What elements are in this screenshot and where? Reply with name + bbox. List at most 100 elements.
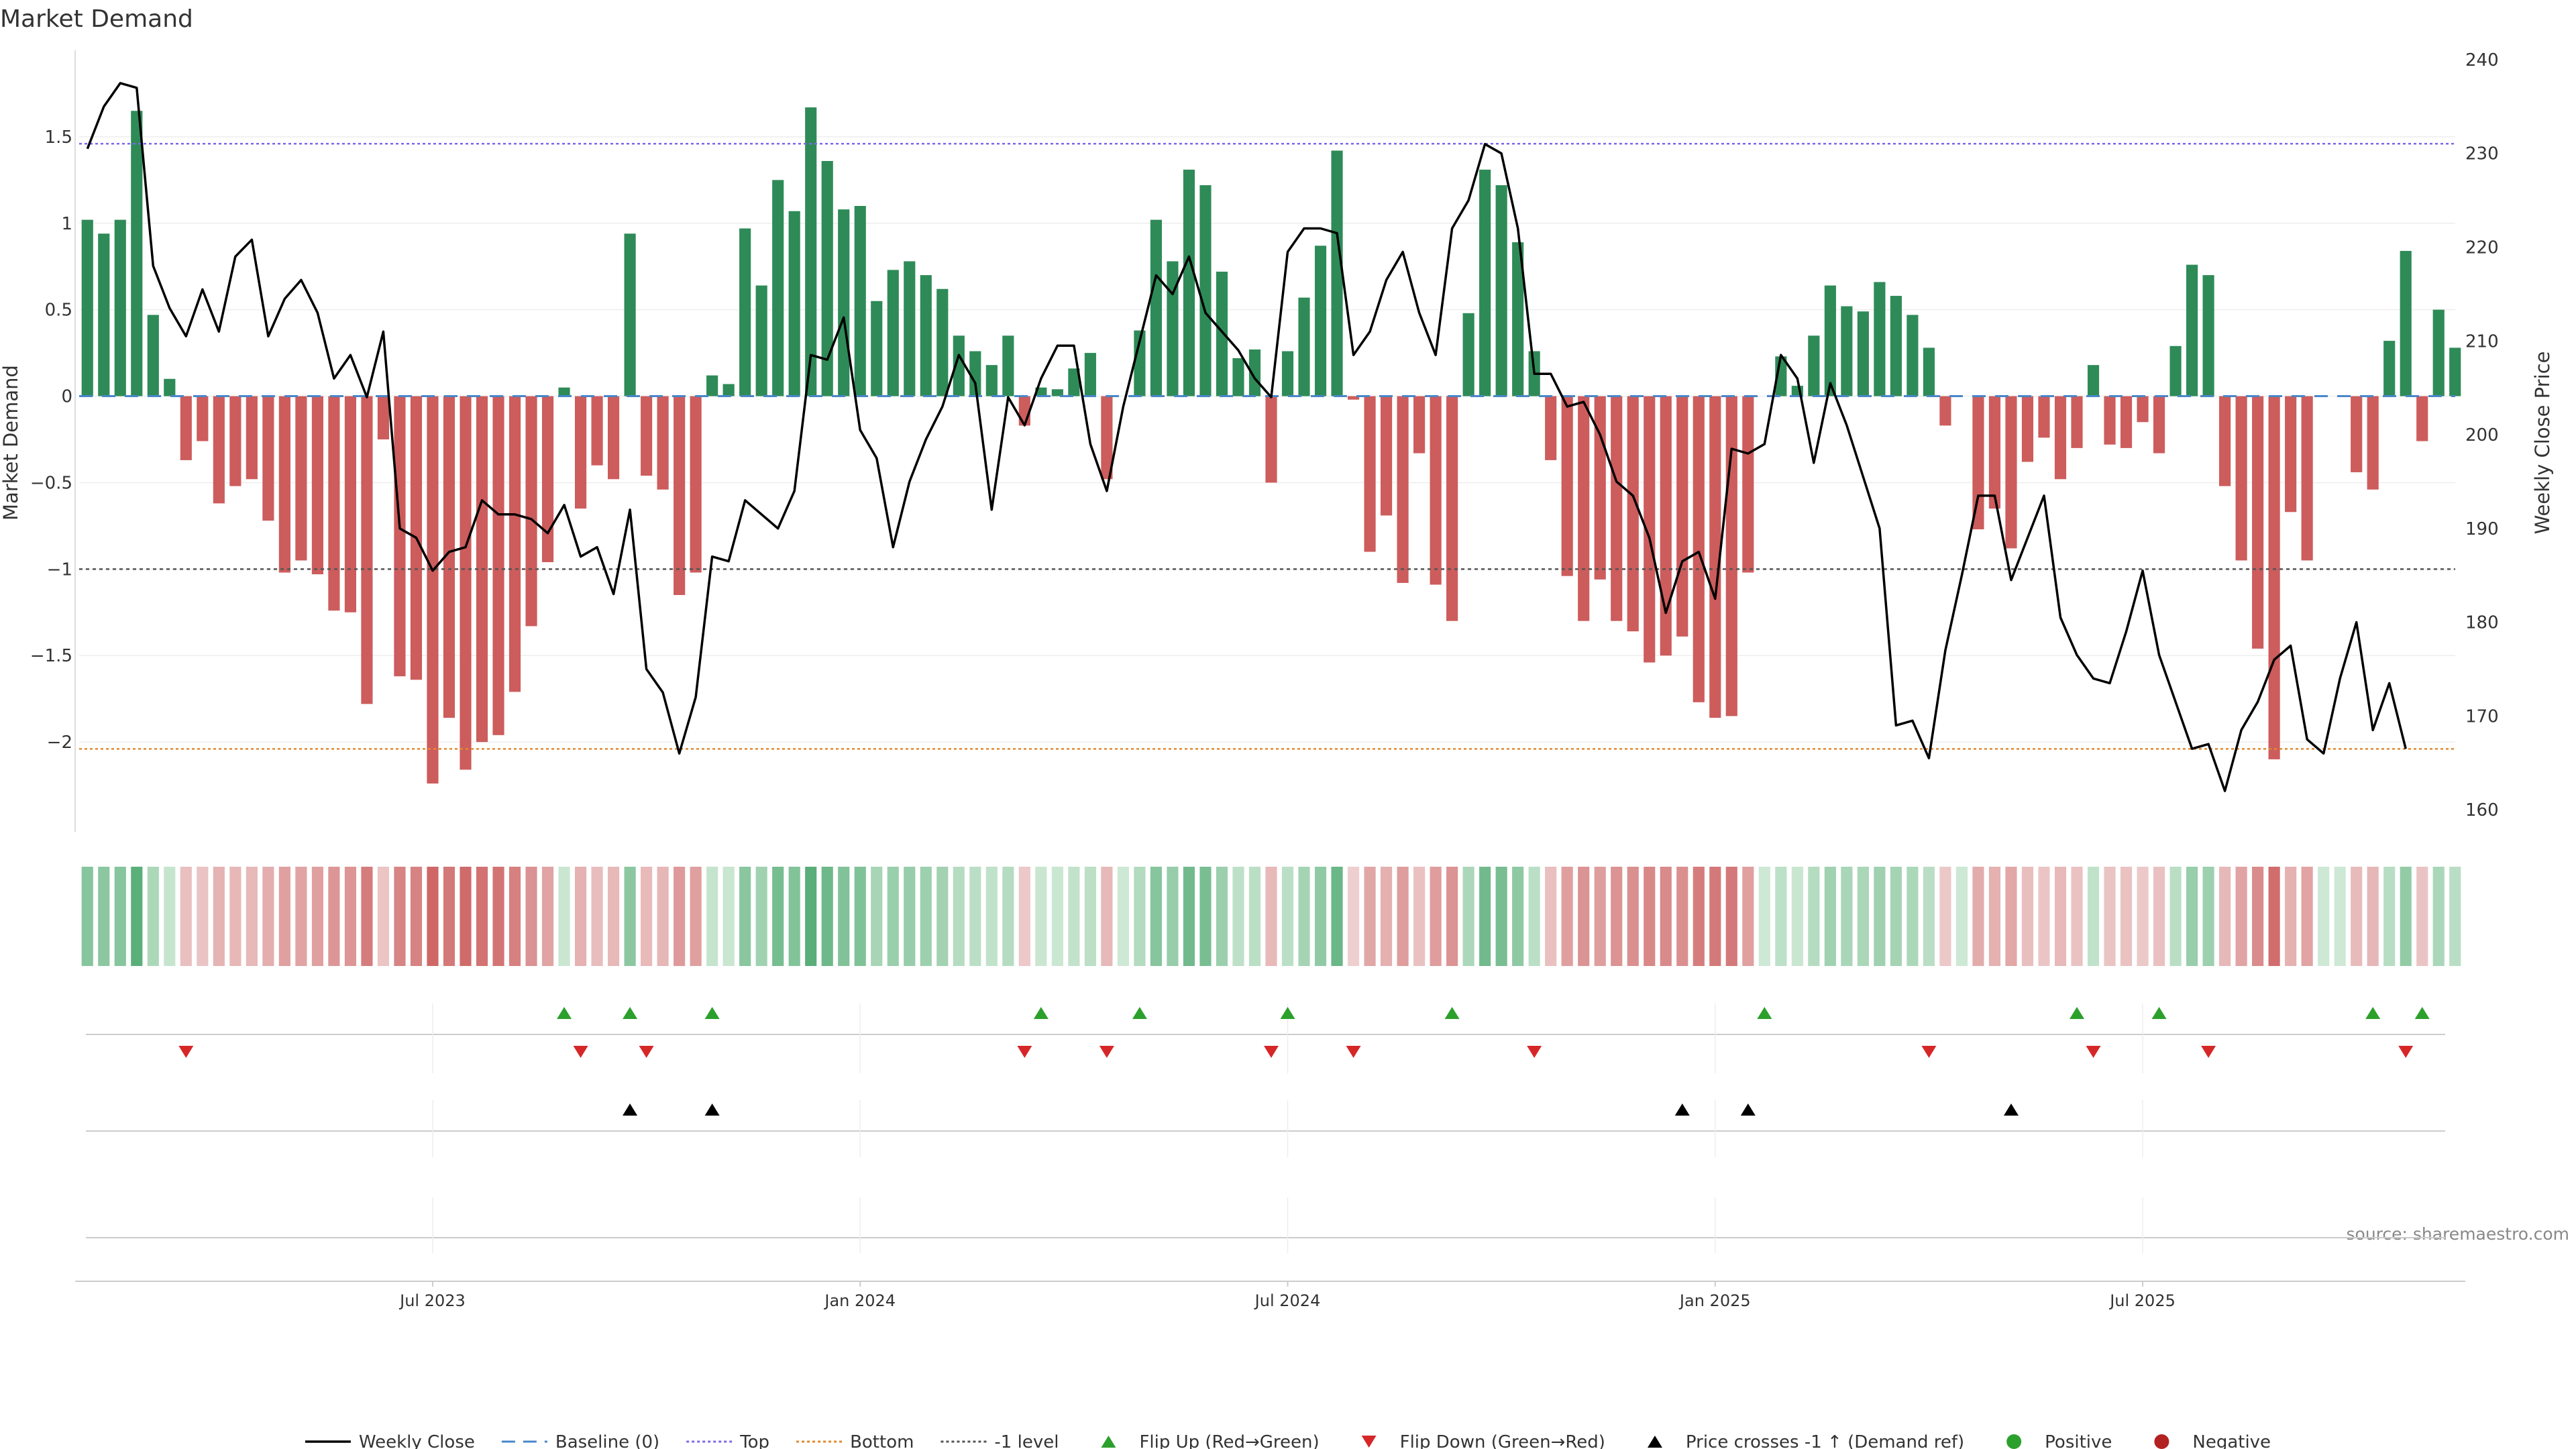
demand-bar: [2153, 396, 2165, 453]
heat-cell: [443, 867, 455, 966]
y2-tick-label: 160: [2465, 800, 2499, 820]
heat-cell: [2104, 867, 2116, 966]
demand-bar: [2219, 396, 2231, 486]
demand-bar: [114, 219, 126, 396]
y-tick-label: 0.5: [45, 301, 72, 321]
demand-bar: [164, 378, 176, 396]
heat-cell: [722, 867, 735, 966]
legend-item: Top: [686, 1432, 769, 1449]
heat-cell: [1561, 867, 1573, 966]
demand-bar: [690, 396, 702, 573]
demand-bar: [1002, 335, 1014, 396]
demand-bar: [2021, 396, 2034, 462]
heat-cell: [2449, 867, 2461, 966]
demand-bar: [788, 211, 800, 396]
heat-cell: [394, 867, 406, 966]
legend-item: Weekly Close: [305, 1432, 475, 1449]
demand-bar: [1134, 330, 1146, 396]
demand-bar: [1413, 396, 1426, 453]
heat-cell: [1232, 867, 1244, 966]
heat-cell: [2301, 867, 2313, 966]
heat-cell: [114, 867, 126, 966]
heat-cell: [591, 867, 603, 966]
heat-cell: [1644, 867, 1656, 966]
heat-cell: [1117, 867, 1129, 966]
demand-bar: [1167, 261, 1179, 396]
demand-bar: [1298, 297, 1310, 396]
demand-bar: [1331, 150, 1343, 396]
demand-bar: [2104, 396, 2116, 445]
y-tick-label: −1: [47, 559, 72, 580]
demand-bar: [969, 351, 981, 396]
legend-label: Weekly Close: [359, 1432, 475, 1449]
y-tick-label: 0: [61, 387, 72, 407]
heat-cell: [328, 867, 340, 966]
heat-cell: [1578, 867, 1590, 966]
demand-bar: [1512, 242, 1524, 396]
flip-up-marker: [623, 1007, 638, 1019]
legend-item: Price crosses -1 ↑ (Demand ref): [1647, 1432, 1964, 1449]
heat-cell: [2186, 867, 2198, 966]
legend-label: Flip Down (Green→Red): [1400, 1432, 1605, 1449]
legend-label: Baseline (0): [555, 1432, 659, 1449]
legend-label: Bottom: [850, 1432, 914, 1449]
demand-bar: [2432, 309, 2445, 396]
flip-down-marker: [1921, 1046, 1937, 1058]
demand-bar: [2400, 251, 2412, 396]
heat-cell: [706, 867, 718, 966]
demand-bar: [2120, 396, 2133, 448]
demand-bar: [525, 396, 537, 627]
demand-bar: [1939, 396, 1951, 426]
heat-cell: [854, 867, 866, 966]
legend-label: Price crosses -1 ↑ (Demand ref): [1686, 1432, 1964, 1449]
flip-up-marker: [1280, 1007, 1295, 1019]
demand-bar: [180, 396, 192, 460]
chart-layers: 1.5 1 0.5 0 −0.5 −1 −1.5 −2 160 170 180 190 200 210 22…: [30, 50, 2499, 1449]
heat-cell: [1512, 867, 1524, 966]
y2-axis-label: Weekly Close Price: [2531, 352, 2554, 535]
demand-bar: [1199, 185, 1212, 396]
heat-cell: [1035, 867, 1047, 966]
legend-swatch: [2154, 1434, 2169, 1449]
demand-bar: [953, 335, 965, 396]
heat-cell: [608, 867, 620, 966]
demand-bar: [1314, 246, 1327, 396]
heat-cell: [229, 867, 241, 966]
heat-cell: [1594, 867, 1606, 966]
demand-bar: [2087, 365, 2100, 396]
y2-tick-label: 220: [2465, 237, 2499, 258]
heat-cell: [197, 867, 209, 966]
demand-bar: [377, 396, 390, 439]
heat-cell: [1660, 867, 1672, 966]
demand-bar: [1265, 396, 1277, 483]
heat-cell: [2268, 867, 2280, 966]
heat-cell: [1298, 867, 1310, 966]
heat-cell: [2318, 867, 2330, 966]
demand-bar: [2301, 396, 2313, 561]
heat-cell: [1331, 867, 1343, 966]
heat-cell: [98, 867, 110, 966]
demand-bar: [1824, 285, 1836, 396]
demand-bar: [641, 396, 653, 476]
demand-bar: [1462, 313, 1474, 396]
heat-cell: [2235, 867, 2247, 966]
demand-bar: [460, 396, 472, 770]
heat-cell: [2219, 867, 2231, 966]
legend-item: Negative: [2154, 1432, 2271, 1449]
heat-cell: [1462, 867, 1474, 966]
demand-bar: [2071, 396, 2083, 448]
demand-bar: [920, 275, 932, 396]
heat-cell: [1281, 867, 1294, 966]
demand-bar: [361, 396, 373, 704]
price-cross-marker: [623, 1104, 638, 1116]
heat-cell: [674, 867, 686, 966]
heat-cell: [1347, 867, 1360, 966]
demand-bar: [755, 285, 767, 396]
demand-bar: [706, 375, 718, 396]
demand-bar: [1281, 351, 1294, 396]
y2-tick-label: 230: [2465, 144, 2499, 164]
demand-bar: [1725, 396, 1737, 716]
demand-bar: [838, 209, 850, 396]
heat-cell: [81, 867, 93, 966]
